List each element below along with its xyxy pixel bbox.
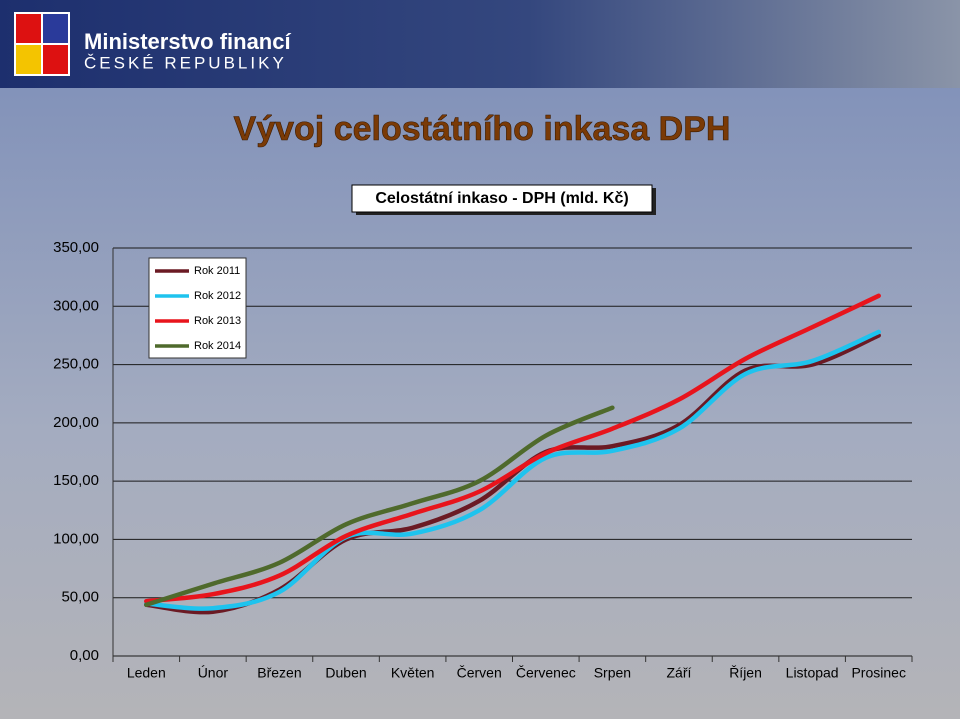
x-tick-label: Prosinec [851,665,905,681]
legend-label: Rok 2012 [194,290,241,302]
x-tick-label: Září [667,665,692,681]
y-tick-label: 350,00 [53,239,99,256]
x-tick-label: Červenec [516,665,576,681]
legend-box [148,257,247,359]
series-line [144,405,615,607]
legend-label: Rok 2013 [194,315,241,327]
x-tick-label: Únor [198,665,229,681]
y-tick-label: 50,00 [61,589,99,606]
ministry-name: Ministerstvo financí [84,29,291,54]
chart-title: Celostátní inkaso - DPH (mld. Kč) [375,190,628,207]
y-tick-label: 150,00 [53,472,99,489]
y-tick-label: 100,00 [53,530,99,547]
coat-of-arms [14,12,70,76]
country-name: ČESKÉ REPUBLIKY [84,53,287,72]
x-tick-label: Duben [325,665,366,681]
series-line [144,293,881,604]
x-tick-label: Květen [391,665,435,681]
y-tick-label: 250,00 [53,356,99,373]
legend-label: Rok 2011 [194,265,240,277]
y-tick-label: 300,00 [53,297,99,314]
x-tick-label: Říjen [729,665,762,681]
chart-title-box [351,184,653,213]
y-tick-label: 200,00 [53,414,99,431]
x-tick-label: Březen [257,665,301,681]
x-tick-label: Listopad [786,665,839,681]
x-tick-label: Leden [127,665,166,681]
x-tick-label: Červen [457,665,502,681]
y-tick-label: 0,00 [70,647,99,664]
x-tick-label: Srpen [594,665,631,681]
slide-title: Vývoj celostátního inkasa DPH [234,110,731,148]
header-band [0,0,960,88]
series-line [144,329,881,611]
legend-label: Rok 2014 [194,340,241,352]
